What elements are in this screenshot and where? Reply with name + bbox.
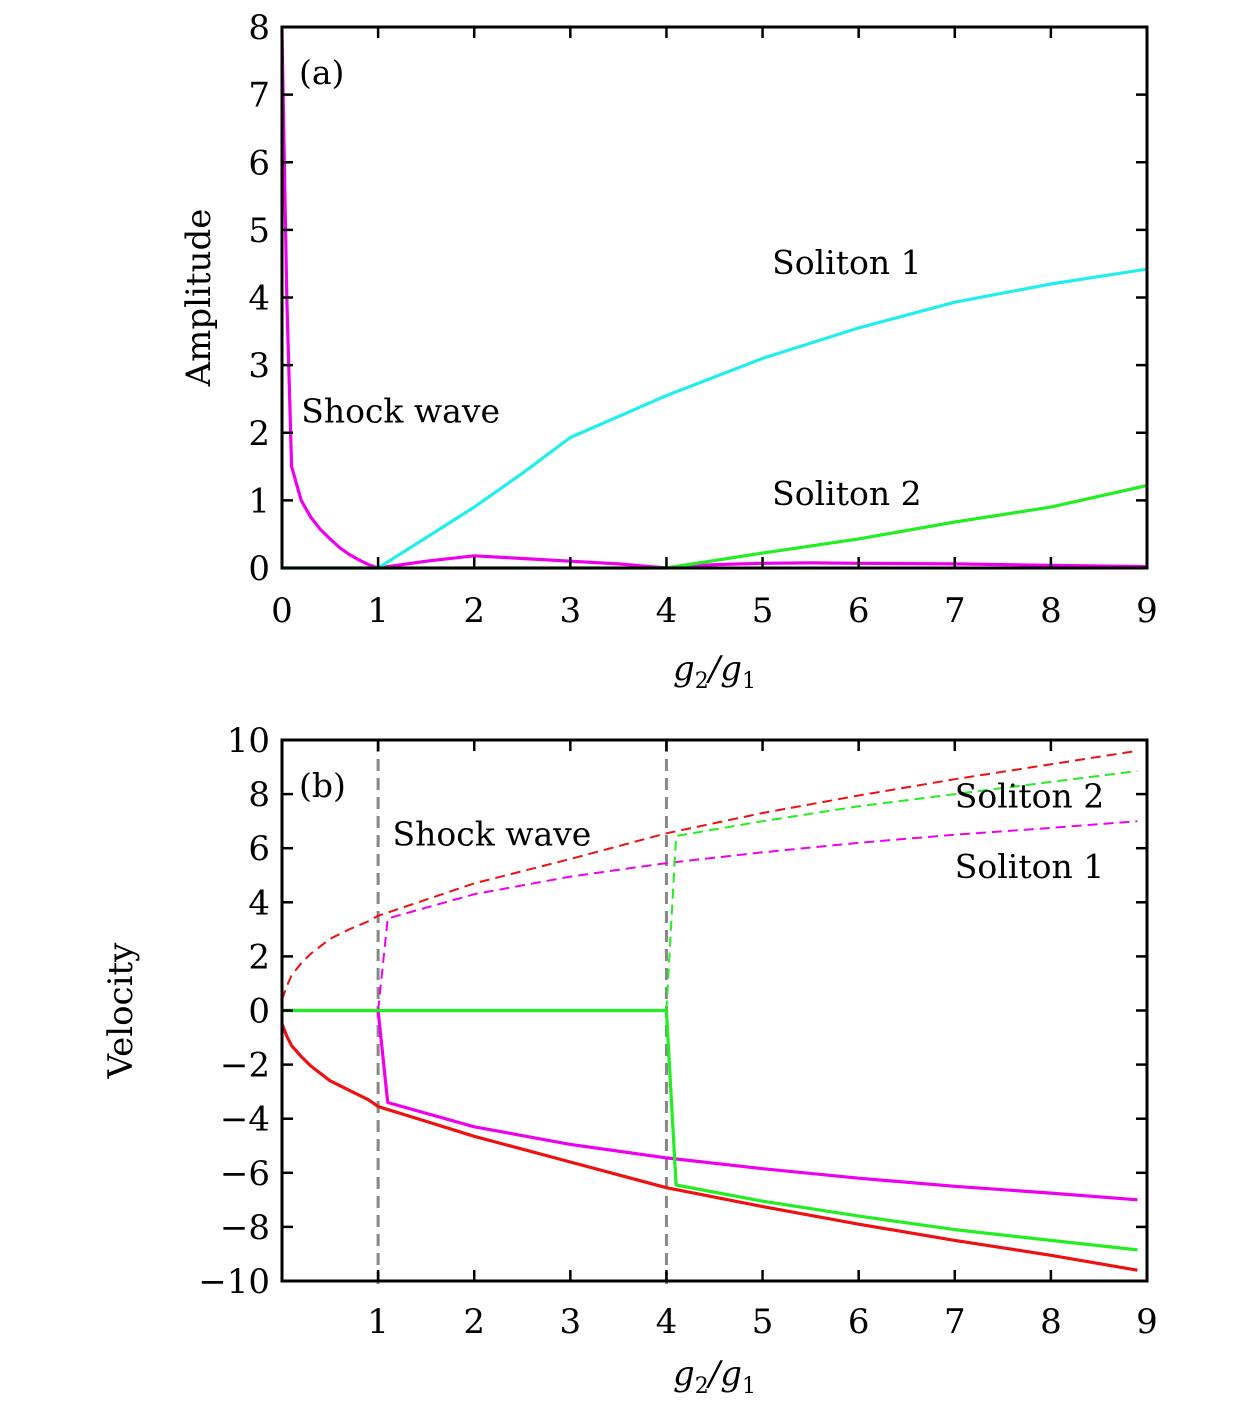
y-tick-label: 4 — [248, 883, 270, 923]
x-axis-label: g2/g1 — [673, 1354, 756, 1399]
x-tick-label: 9 — [1136, 591, 1158, 631]
y-tick-label: 0 — [248, 549, 270, 589]
y-tick-label: −10 — [198, 1262, 270, 1302]
series-lower-bound — [280, 1023, 1138, 1272]
y-tick-label: −6 — [220, 1154, 270, 1194]
x-tick-label: 2 — [463, 591, 485, 631]
y-axis-label: Velocity — [101, 942, 141, 1079]
x-tick-label: 8 — [1040, 1302, 1062, 1342]
plot-frame — [280, 25, 1149, 570]
x-tick-label: 8 — [1040, 591, 1062, 631]
annotation-soliton-2: Soliton 2 — [772, 474, 921, 513]
y-tick-label: 8 — [248, 8, 270, 48]
x-tick-label: 7 — [944, 591, 966, 631]
x-tick-label: 3 — [560, 591, 582, 631]
annotation-soliton-1: Soliton 1 — [955, 847, 1104, 886]
y-tick-label: 5 — [248, 211, 270, 251]
series-soliton-2 — [665, 770, 1138, 1011]
x-tick-label: 4 — [656, 591, 678, 631]
x-tick-label: 2 — [463, 1302, 485, 1342]
series-soliton-2 — [282, 1008, 1138, 1252]
y-tick-label: 8 — [248, 775, 270, 815]
annotation-shock-wave: Shock wave — [393, 814, 592, 853]
y-tick-label: 7 — [248, 76, 270, 116]
series-soliton-1 — [377, 820, 1138, 1011]
annotation-soliton-1: Soliton 1 — [772, 243, 921, 282]
series-shock-wave — [280, 33, 1148, 570]
y-axis-label: Amplitude — [179, 209, 219, 388]
panel-a: 0 1 2 3 4 5 6 7 8 9 0 1 2 3 4 5 6 7 8 g2/g1 Amplitude (a) Shoc… — [179, 8, 1158, 694]
y-tick-label: 0 — [248, 992, 270, 1032]
x-tick-label: 3 — [560, 1302, 582, 1342]
series-upper-bound — [281, 749, 1138, 1001]
x-tick-label: 0 — [271, 591, 293, 631]
x-tick-label: 5 — [752, 1302, 774, 1342]
x-tick-label: 7 — [944, 1302, 966, 1342]
x-tick-label: 9 — [1136, 1302, 1158, 1342]
y-tick-label: −8 — [220, 1208, 270, 1248]
y-tick-label: −2 — [220, 1046, 270, 1086]
x-tick-label: 4 — [656, 1302, 678, 1342]
y-tick-label: 10 — [227, 721, 270, 761]
y-tick-label: −4 — [220, 1100, 270, 1140]
series-soliton-2 — [282, 483, 1148, 570]
panel-tag: (a) — [299, 53, 344, 92]
series-soliton-1 — [282, 1008, 1138, 1202]
x-tick-label: 1 — [367, 1302, 389, 1342]
series-soliton-1 — [282, 267, 1148, 570]
x-tick-label: 5 — [752, 591, 774, 631]
x-axis-label: g2/g1 — [673, 649, 756, 694]
y-tick-label: 3 — [248, 346, 270, 386]
annotation-soliton-2: Soliton 2 — [955, 777, 1104, 816]
x-tick-label: 6 — [848, 1302, 870, 1342]
x-tick-label: 1 — [367, 591, 389, 631]
y-tick-label: 1 — [248, 481, 270, 521]
annotation-shock-wave: Shock wave — [301, 392, 500, 431]
x-tick-label: 6 — [848, 591, 870, 631]
y-tick-label: 2 — [248, 937, 270, 977]
panel-tag: (b) — [299, 766, 346, 805]
y-tick-label: 6 — [248, 829, 270, 869]
y-tick-label: 6 — [248, 143, 270, 183]
y-tick-label: 2 — [248, 414, 270, 454]
panel-b: 1 2 3 4 5 6 7 8 9 −10 −8 −6 −4 −2 0 2 4 6 8 10 g2/g1 Velocity… — [101, 721, 1158, 1399]
y-tick-label: 4 — [248, 279, 270, 319]
